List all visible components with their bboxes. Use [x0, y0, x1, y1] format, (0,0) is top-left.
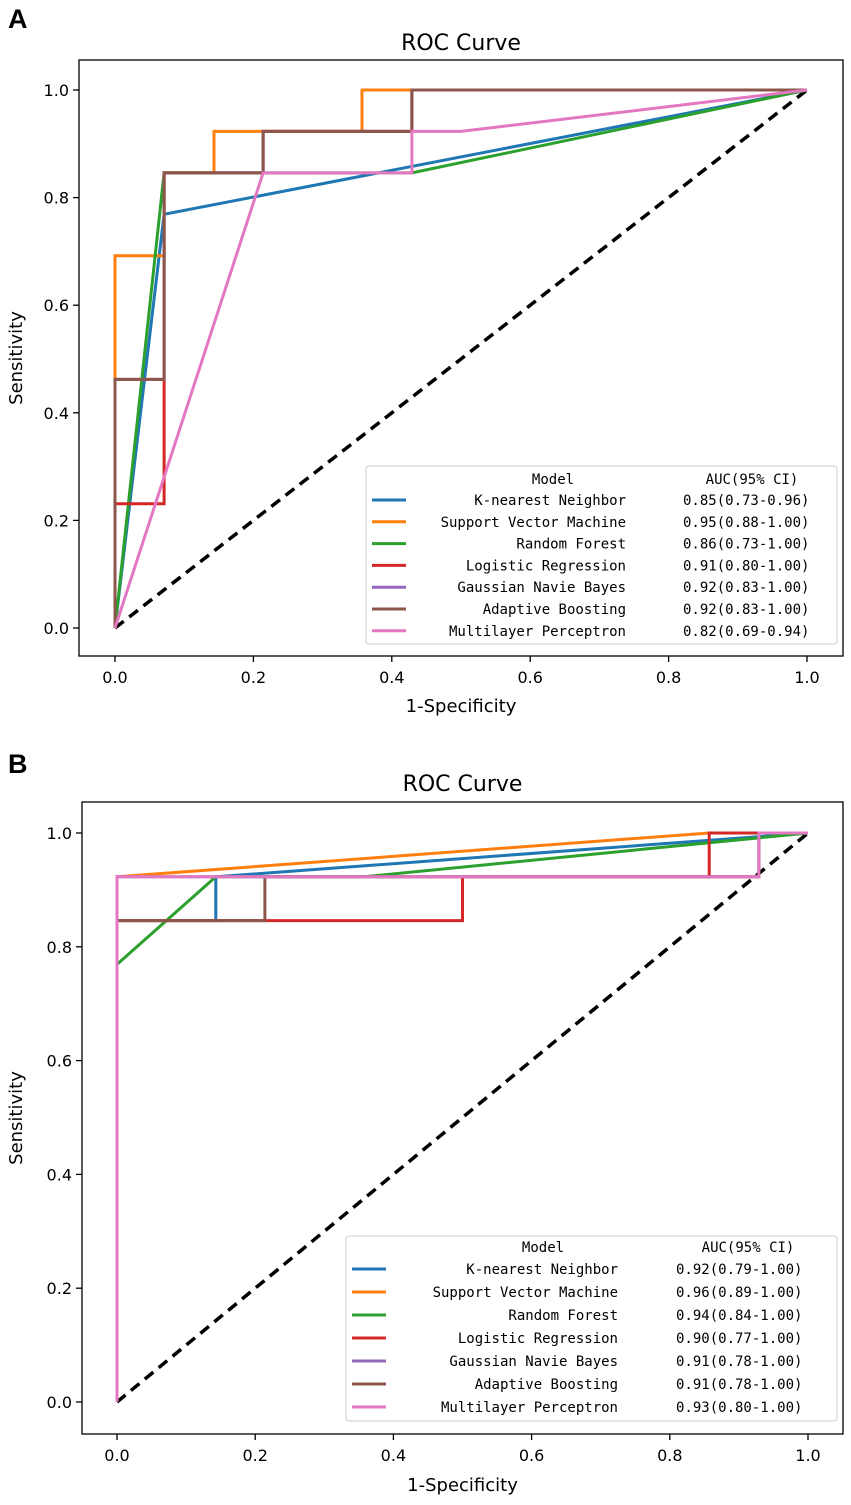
- legend-auc-value: 0.85(0.73-0.96): [683, 493, 809, 509]
- chart-title: ROC Curve: [401, 31, 521, 56]
- x-tick-label: 0.2: [242, 1446, 267, 1465]
- x-tick-label: 0.0: [102, 668, 127, 687]
- legend-auc-value: 0.93(0.80-1.00): [676, 1400, 802, 1416]
- legend-model-name: Multilayer Perceptron: [441, 1400, 618, 1416]
- x-tick-label: 1.0: [795, 1446, 820, 1465]
- panel-letter: A: [8, 4, 28, 34]
- legend-model-name: Support Vector Machine: [433, 1285, 618, 1301]
- chance-diagonal-line: [115, 831, 810, 1404]
- legend-auc-value: 0.90(0.77-1.00): [676, 1331, 802, 1347]
- x-tick-label: 0.0: [104, 1446, 129, 1465]
- roc-chart-b: ROC Curve 0.0 0.2 0.4 0.6 0.8 1.0 0.0 0.2 0.4 0.6 0…: [6, 772, 844, 1496]
- y-tick-label: 0.2: [44, 511, 69, 530]
- legend-auc-value: 0.92(0.83-1.00): [683, 580, 809, 596]
- y-tick-label: 0.0: [44, 619, 69, 638]
- y-tick-label: 1.0: [44, 81, 69, 100]
- legend-auc-value: 0.86(0.73-1.00): [683, 537, 809, 553]
- legend-model-name: Adaptive Boosting: [483, 602, 626, 618]
- roc-line-multilayer-perceptron: [113, 88, 808, 629]
- legend-model-name: Random Forest: [516, 537, 626, 553]
- legend-header-auc: AUC(95% CI): [702, 1240, 795, 1256]
- y-tick-label: 0.6: [44, 296, 69, 315]
- y-tick-label: 0.8: [47, 938, 72, 957]
- legend: Model AUC(95% CI) K-nearest Neighbor 0.85(0…: [365, 465, 838, 645]
- legend-box: [365, 465, 838, 645]
- legend-auc-value: 0.82(0.69-0.94): [683, 624, 809, 640]
- legend-entry: Gaussian Navie Bayes 0.91(0.78-1.00): [352, 1354, 802, 1370]
- x-tick-label: 0.2: [241, 668, 266, 687]
- legend-model-name: Logistic Regression: [466, 558, 626, 574]
- legend-model-name: Gaussian Navie Bayes: [457, 580, 626, 596]
- roc-line-multilayer-perceptron: [115, 831, 808, 1402]
- roc-chart-a: ROC Curve 0.0 0.2 0.4 0.6 0.8 1.0 0.0 0.2 0.4 0.6 0…: [6, 31, 844, 717]
- legend-auc-value: 0.95(0.88-1.00): [683, 515, 809, 531]
- legend-entry: Logistic Regression 0.90(0.77-1.00): [352, 1331, 802, 1347]
- x-tick-label: 0.4: [379, 668, 404, 687]
- legend-entry: Multilayer Perceptron 0.93(0.80-1.00): [352, 1400, 802, 1416]
- x-axis-label: 1-Specificity: [406, 696, 517, 717]
- y-axis-label: Sensitivity: [6, 1071, 27, 1165]
- y-tick-label: 0.0: [47, 1393, 72, 1412]
- y-tick-label: 0.6: [47, 1052, 72, 1071]
- legend-entry: Logistic Regression 0.91(0.80-1.00): [372, 558, 809, 574]
- legend-model-name: K-nearest Neighbor: [466, 1262, 618, 1278]
- x-tick-label: 0.6: [517, 668, 542, 687]
- y-axis-label: Sensitivity: [6, 311, 27, 405]
- legend-header-model: Model: [522, 1240, 564, 1256]
- legend-entry: Support Vector Machine 0.95(0.88-1.00): [372, 515, 809, 531]
- y-tick-label: 0.8: [44, 189, 69, 208]
- legend-model-name: Gaussian Navie Bayes: [449, 1354, 618, 1370]
- legend-auc-value: 0.91(0.78-1.00): [676, 1354, 802, 1370]
- roc-panel-a: A ROC Curve 0.0 0.2 0.4 0.6 0.8 1.0 0.0 0.2 0.4 0.…: [0, 0, 851, 745]
- legend-auc-value: 0.91(0.78-1.00): [676, 1377, 802, 1393]
- legend-model-name: Adaptive Boosting: [475, 1377, 618, 1393]
- legend-entry: Random Forest 0.94(0.84-1.00): [352, 1308, 802, 1324]
- chart-title: ROC Curve: [403, 772, 523, 797]
- x-tick-label: 1.0: [794, 668, 819, 687]
- x-tick-label: 0.4: [381, 1446, 406, 1465]
- legend-model-name: Multilayer Perceptron: [449, 624, 626, 640]
- legend-entry: Adaptive Boosting 0.91(0.78-1.00): [352, 1377, 802, 1393]
- legend-entry: Adaptive Boosting 0.92(0.83-1.00): [372, 602, 809, 618]
- legend-model-name: Random Forest: [508, 1308, 618, 1324]
- x-tick-label: 0.8: [657, 1446, 682, 1465]
- legend-entry: Gaussian Navie Bayes 0.92(0.83-1.00): [372, 580, 809, 596]
- legend-entry: Multilayer Perceptron 0.82(0.69-0.94): [372, 624, 809, 640]
- roc-panel-b: B ROC Curve 0.0 0.2 0.4 0.6 0.8 1.0 0.0 0.2 0.4 0.…: [0, 745, 851, 1501]
- x-tick-label: 0.8: [656, 668, 681, 687]
- legend-entry: K-nearest Neighbor 0.92(0.79-1.00): [352, 1262, 802, 1278]
- plot-frame: [81, 801, 844, 1435]
- panel-letter: B: [8, 749, 28, 779]
- legend-box: [345, 1235, 838, 1422]
- legend-auc-value: 0.92(0.83-1.00): [683, 602, 809, 618]
- y-tick-label: 0.4: [44, 404, 69, 423]
- legend-model-name: Logistic Regression: [458, 1331, 618, 1347]
- x-axis-label: 1-Specificity: [407, 1475, 518, 1496]
- y-tick-label: 1.0: [47, 824, 72, 843]
- legend-model-name: K-nearest Neighbor: [474, 493, 626, 509]
- legend-auc-value: 0.94(0.84-1.00): [676, 1308, 802, 1324]
- legend-auc-value: 0.91(0.80-1.00): [683, 558, 809, 574]
- legend: Model AUC(95% CI) K-nearest Neighbor 0.92(0…: [345, 1235, 838, 1422]
- legend-auc-value: 0.92(0.79-1.00): [676, 1262, 802, 1278]
- x-tick-label: 0.6: [519, 1446, 544, 1465]
- legend-entry: K-nearest Neighbor 0.85(0.73-0.96): [372, 493, 809, 509]
- legend-header-auc: AUC(95% CI): [706, 472, 799, 488]
- y-tick-label: 0.2: [47, 1279, 72, 1298]
- legend-model-name: Support Vector Machine: [441, 515, 626, 531]
- chance-diagonal-line: [113, 88, 809, 630]
- legend-entry: Random Forest 0.86(0.73-1.00): [372, 537, 809, 553]
- legend-entry: Support Vector Machine 0.96(0.89-1.00): [352, 1285, 802, 1301]
- plot-frame: [78, 59, 844, 657]
- legend-auc-value: 0.96(0.89-1.00): [676, 1285, 802, 1301]
- legend-header-model: Model: [532, 472, 574, 488]
- y-tick-label: 0.4: [47, 1165, 72, 1184]
